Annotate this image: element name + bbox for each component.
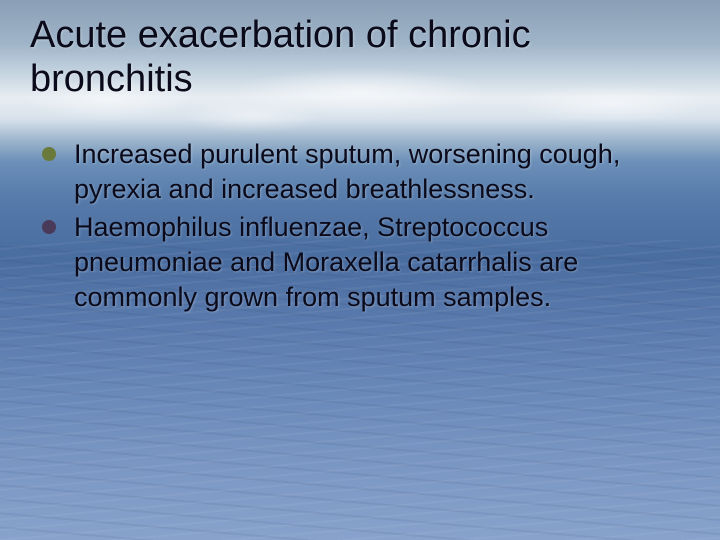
bullet-item: Haemophilus influenzae, Streptococcus pn… (38, 210, 690, 314)
slide-content: Acute exacerbation of chronic bronchitis… (0, 0, 720, 314)
slide: Acute exacerbation of chronic bronchitis… (0, 0, 720, 540)
bullet-list: Increased purulent sputum, worsening cou… (30, 137, 690, 314)
bullet-item: Increased purulent sputum, worsening cou… (38, 137, 690, 206)
slide-title: Acute exacerbation of chronic bronchitis (30, 14, 690, 101)
